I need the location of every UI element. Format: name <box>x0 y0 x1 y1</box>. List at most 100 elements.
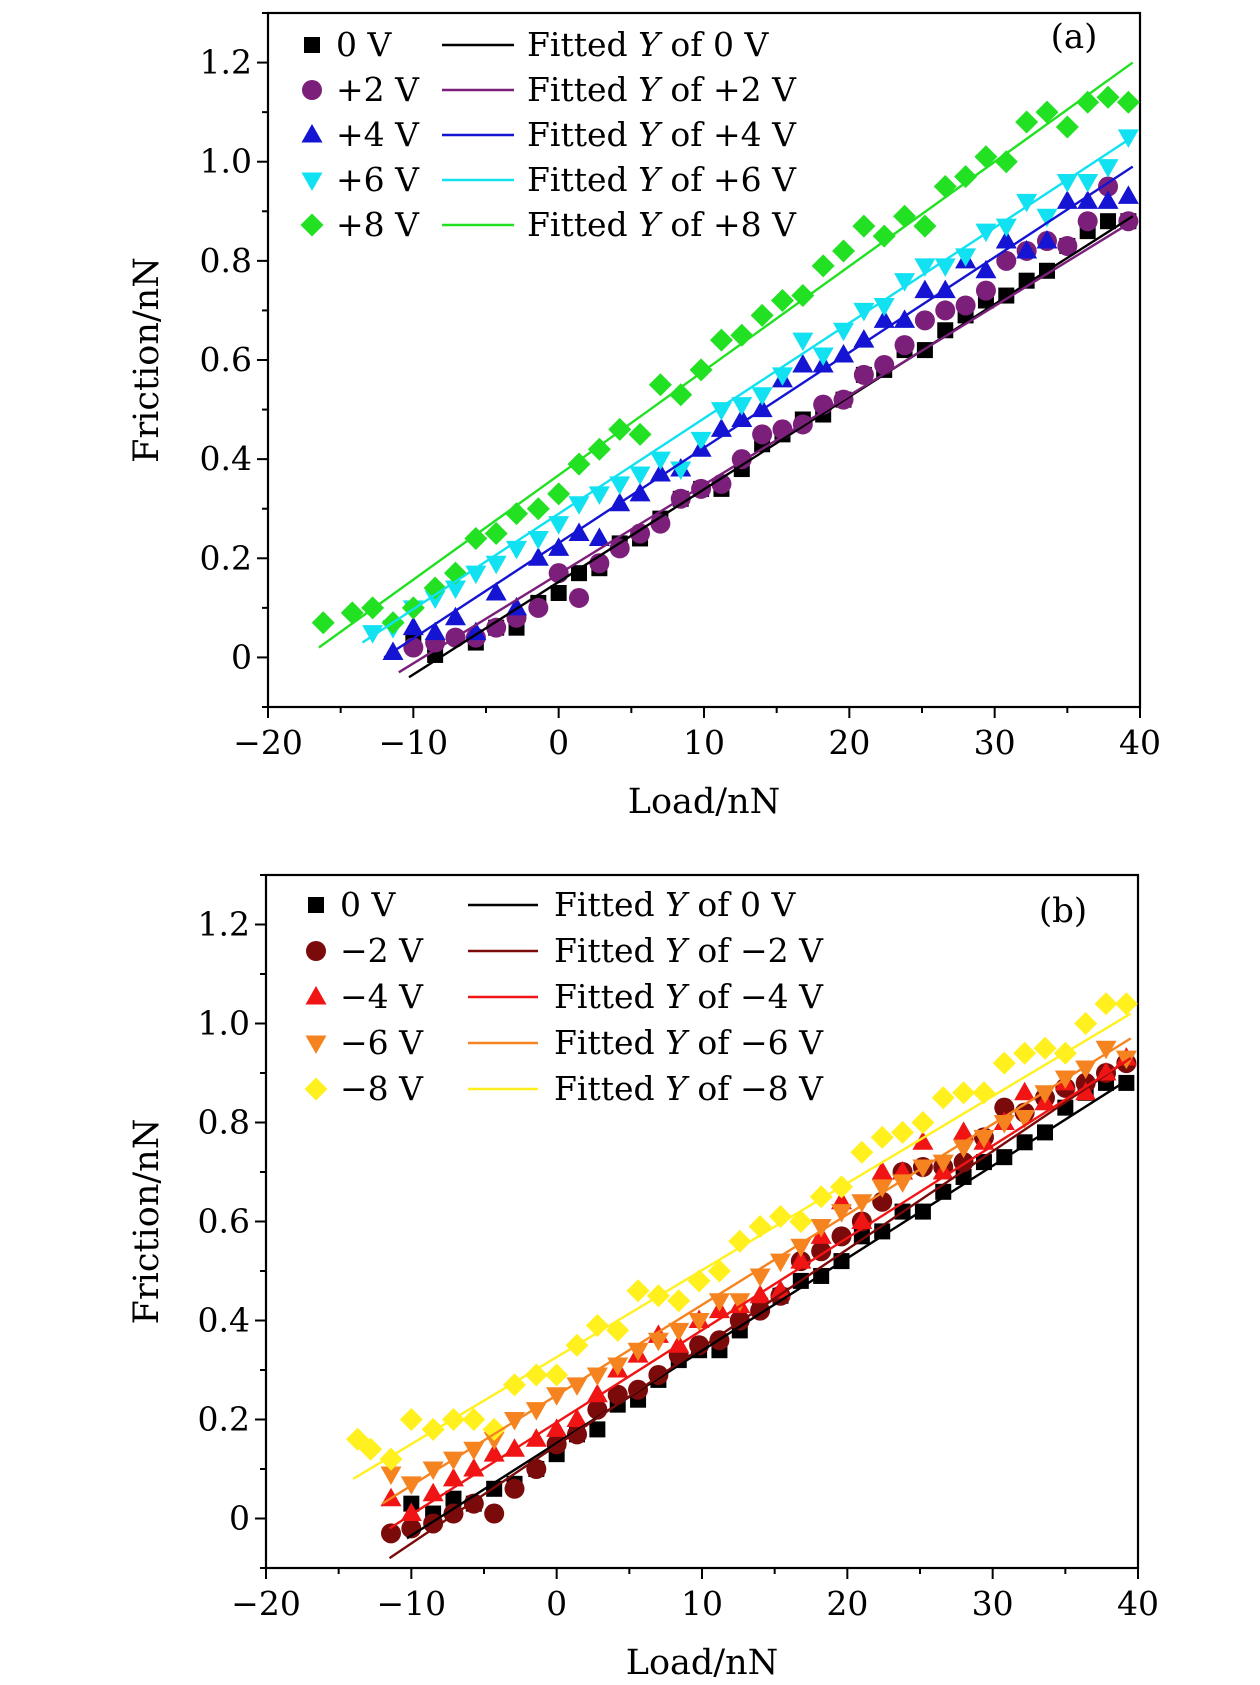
data-point <box>485 581 507 601</box>
data-point <box>462 1408 486 1431</box>
legend-fit-prefix: Fitted <box>527 115 638 154</box>
fit-line-0 <box>408 215 1134 679</box>
data-point <box>629 466 651 486</box>
data-point <box>1035 100 1059 124</box>
data-point <box>525 1402 547 1421</box>
data-point <box>770 289 794 313</box>
data-point <box>792 332 814 352</box>
legend-series-name: −2 V <box>340 931 424 970</box>
legend-fit-series: +2 V <box>713 70 797 109</box>
legend-series-name: −8 V <box>340 1069 424 1108</box>
data-point <box>871 1161 893 1180</box>
legend-series-name: 0 V <box>336 25 392 64</box>
y-tick-label: 0.8 <box>200 241 252 280</box>
y-tick-label: 1.0 <box>200 142 252 181</box>
x-tick-label: −20 <box>231 1584 301 1623</box>
legend-fit-series: 0 V <box>713 25 769 64</box>
data-point <box>567 452 591 476</box>
data-point <box>894 335 915 356</box>
data-point <box>1096 85 1120 109</box>
data-point <box>914 258 936 277</box>
data-point <box>589 1421 606 1438</box>
data-point <box>527 530 549 550</box>
data-point <box>505 502 529 526</box>
legend-fit-var: Y <box>665 931 690 970</box>
data-point <box>729 1293 751 1312</box>
data-point <box>504 1478 525 1499</box>
legend-fit-series: +8 V <box>713 205 797 244</box>
data-point <box>649 451 671 471</box>
data-point <box>586 1383 608 1403</box>
legend-fit-name: Fitted Y of +6 V <box>527 160 797 199</box>
data-point <box>893 204 917 228</box>
data-point <box>994 150 1018 174</box>
data-point <box>931 1086 955 1110</box>
data-point <box>483 1443 505 1462</box>
legend-fit-series: +4 V <box>713 115 797 154</box>
fit-line-2 <box>383 165 1134 659</box>
legend-marker <box>308 897 324 913</box>
data-point <box>668 1322 690 1342</box>
data-point <box>1076 90 1100 114</box>
data-point <box>380 1466 402 1485</box>
y-axis-title: Friction/nN <box>127 1119 167 1325</box>
legend-fit-prefix: Fitted <box>527 160 638 199</box>
legend-marker <box>301 124 323 143</box>
fit-line-4 <box>318 61 1134 649</box>
data-point <box>486 617 507 638</box>
x-tick-label: 40 <box>1119 723 1161 762</box>
data-point <box>874 354 895 375</box>
fit-line-2 <box>388 1057 1132 1530</box>
data-point <box>771 367 793 386</box>
data-point <box>465 621 487 641</box>
data-point <box>853 329 875 348</box>
legend-fit-of: of <box>687 1069 740 1108</box>
y-tick-label: 1.2 <box>200 43 252 82</box>
data-point <box>568 496 590 515</box>
data-point <box>648 373 672 397</box>
y-tick-label: 0.6 <box>200 340 252 379</box>
data-point <box>484 522 508 545</box>
data-point <box>914 310 935 331</box>
panel-b: −20 −10 0 10 20 30 40 0 0.2 0.4 0.6 0.8 1.0 1.2 Load/n… <box>127 873 1159 1683</box>
data-point <box>935 300 956 321</box>
data-point <box>955 295 976 316</box>
data-point <box>952 1081 976 1105</box>
data-point <box>1036 230 1058 249</box>
x-axis: −20 −10 0 10 20 30 40 <box>233 707 1161 762</box>
data-point <box>444 606 466 626</box>
legend-marker <box>304 1077 328 1101</box>
legend-fit-name: Fitted Y of −6 V <box>554 1023 824 1062</box>
legend-fit-prefix: Fitted <box>554 1023 665 1062</box>
y-tick-label: 0.2 <box>200 538 252 577</box>
data-point <box>1057 235 1078 256</box>
legend-fit-series: −8 V <box>740 1069 824 1108</box>
y-tick-label: 0.6 <box>198 1202 250 1241</box>
legend-fit-var: Y <box>638 25 663 64</box>
data-point <box>484 1503 505 1524</box>
legend-fit-var: Y <box>638 70 663 109</box>
y-tick-label: 0.2 <box>198 1400 250 1439</box>
data-point <box>1016 193 1038 213</box>
data-point <box>1033 1036 1057 1060</box>
data-point <box>1097 190 1119 209</box>
x-tick-label: 40 <box>1117 1584 1159 1623</box>
data-point <box>1075 1060 1097 1080</box>
data-point <box>650 513 671 534</box>
legend: 0 V Fitted Y of 0 V+2 V Fitted Y of +2 V+4… <box>300 25 797 244</box>
fit-line-1 <box>398 220 1134 674</box>
fit-line-1 <box>388 1057 1132 1560</box>
data-point <box>1116 90 1140 114</box>
data-point <box>708 1293 730 1312</box>
x-axis-title: Load/nN <box>628 782 781 822</box>
legend: 0 V Fitted Y of 0 V−2 V Fitted Y of −2 V−4… <box>304 885 824 1108</box>
legend-fit-name: Fitted Y of −4 V <box>554 977 824 1016</box>
data-point <box>1077 190 1099 209</box>
data-point <box>811 1241 832 1262</box>
data-point <box>894 309 916 328</box>
legend-fit-series: −4 V <box>740 977 824 1016</box>
legend-fit-prefix: Fitted <box>527 70 638 109</box>
panel-label: (a) <box>1051 17 1098 57</box>
data-point <box>585 1313 609 1337</box>
x-tick-label: 20 <box>826 1584 868 1623</box>
